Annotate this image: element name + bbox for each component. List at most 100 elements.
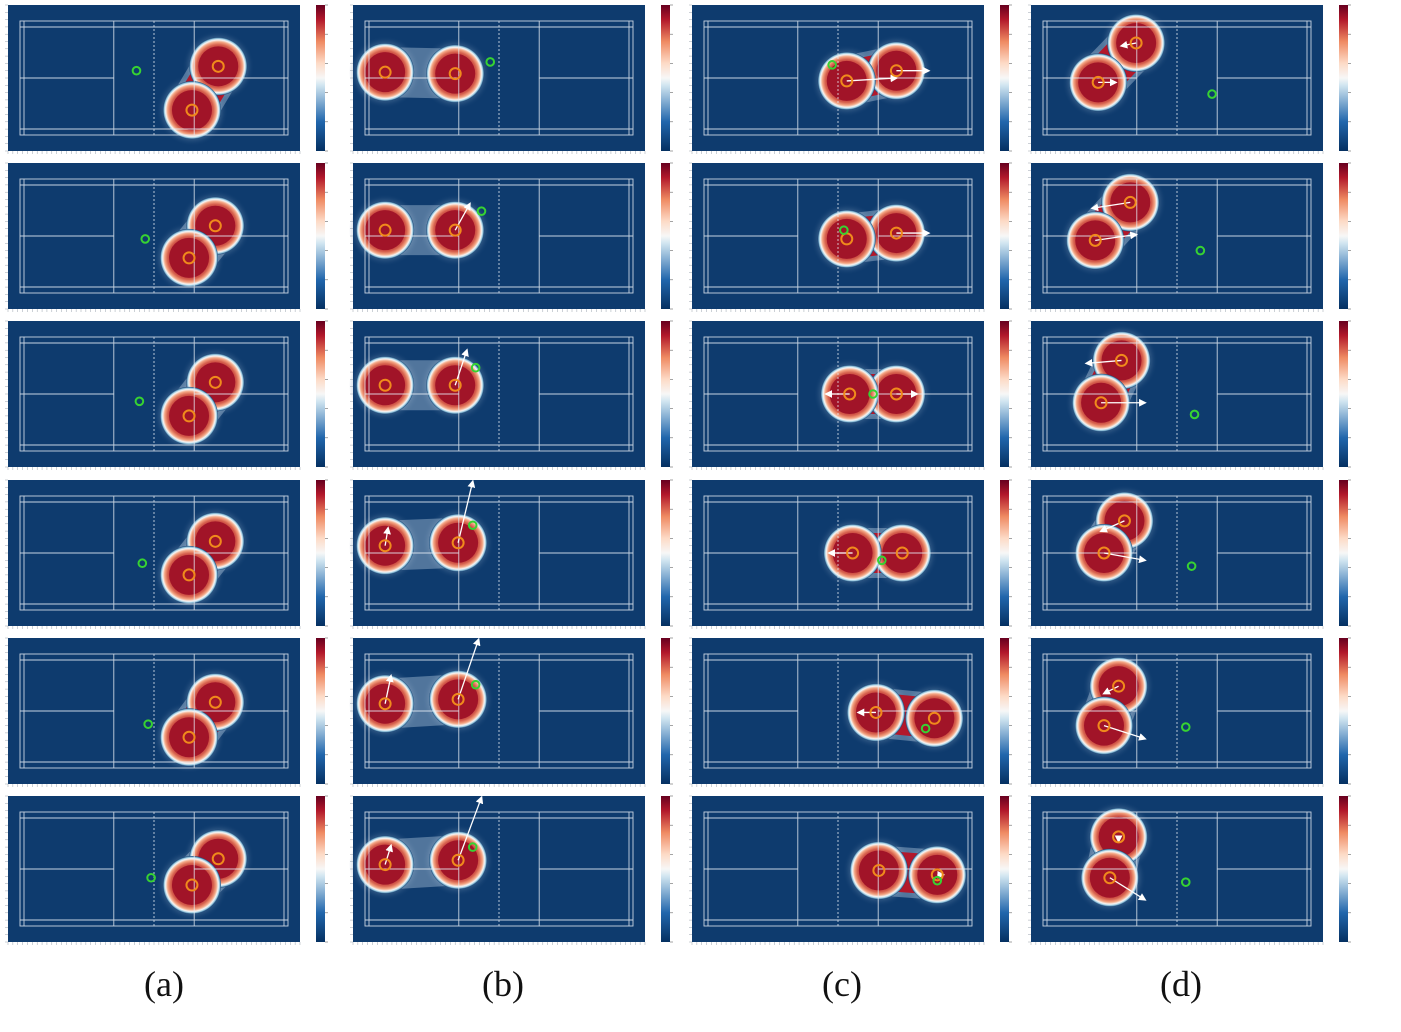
colorbar	[316, 162, 328, 310]
heatmap-panel	[349, 637, 673, 787]
player-marker	[1115, 353, 1129, 367]
axis-ticks	[1028, 162, 1324, 312]
heat-blobs	[1072, 331, 1151, 432]
court-lines	[703, 178, 973, 294]
court-lines	[364, 653, 634, 769]
heatmap-panel	[689, 4, 1012, 154]
column-label-a: (a)	[144, 964, 184, 1004]
player-marker	[451, 692, 465, 706]
heatmap-panel	[5, 479, 328, 629]
colorbar	[316, 479, 328, 627]
player-marker	[182, 730, 196, 744]
heatmap-panel	[349, 4, 673, 154]
player-marker	[895, 546, 909, 560]
court-lines	[1042, 495, 1312, 611]
axis-ticks	[689, 637, 985, 787]
shuttle-marker	[839, 225, 849, 235]
heatmap-panel	[689, 320, 1012, 470]
axis-ticks	[1028, 320, 1324, 470]
player-marker	[1117, 514, 1131, 528]
colorbar	[1000, 320, 1012, 468]
movement-arrow	[1095, 231, 1139, 242]
heat-blobs	[162, 37, 248, 140]
shuttle-marker	[140, 234, 151, 244]
shuttle-marker	[467, 842, 478, 852]
axis-ticks	[5, 637, 301, 787]
court-lines	[1042, 20, 1312, 136]
player-marker	[1097, 546, 1111, 560]
shuttle-marker	[877, 555, 887, 566]
player-marker	[182, 409, 196, 423]
player-marker	[840, 74, 854, 88]
axis-ticks	[689, 4, 985, 154]
heat-blobs	[846, 683, 964, 748]
player-marker	[1094, 396, 1108, 410]
heatmap-panel	[349, 479, 673, 629]
court-lines	[19, 178, 289, 294]
colorbar	[661, 795, 673, 943]
court-lines	[364, 495, 634, 611]
court-lines	[19, 811, 289, 927]
heatmap-panel	[689, 162, 1012, 312]
heatmap-panel	[1028, 795, 1351, 945]
shuttle-marker	[1189, 409, 1200, 420]
heatmap-panel	[349, 162, 673, 312]
player-marker	[872, 863, 886, 877]
shuttle-marker	[1180, 877, 1191, 887]
colorbar	[1000, 4, 1012, 152]
player-marker	[185, 103, 199, 117]
heatmap-panel	[1028, 320, 1351, 470]
column-label-c: (c)	[822, 964, 862, 1004]
heat-blobs	[160, 673, 245, 767]
colorbar	[316, 637, 328, 785]
player-marker	[448, 67, 462, 81]
axis-ticks	[5, 795, 301, 945]
player-marker	[378, 697, 392, 711]
player-marker	[451, 536, 465, 550]
court-lines	[1042, 336, 1312, 452]
player-marker	[208, 695, 222, 709]
colorbar	[1000, 162, 1012, 310]
colorbar	[1339, 479, 1351, 627]
shuttle-marker	[1195, 245, 1206, 256]
colorbar	[316, 320, 328, 468]
heat-blobs	[160, 512, 245, 604]
player-marker	[889, 387, 903, 401]
axis-ticks	[5, 479, 301, 629]
shuttle-marker	[137, 558, 148, 569]
player-marker	[869, 705, 883, 719]
court-lines	[19, 495, 289, 611]
shuttle-marker	[146, 872, 156, 883]
player-marker	[182, 251, 196, 265]
player-marker	[889, 226, 903, 240]
player-marker	[1103, 871, 1117, 885]
movement-arrow	[457, 795, 484, 861]
heatmap-panel	[1028, 479, 1351, 629]
player-marker	[1097, 719, 1111, 733]
shuttle-marker	[134, 396, 145, 407]
court-lines	[703, 653, 973, 769]
shuttle-marker	[868, 389, 878, 399]
movement-arrow	[1109, 877, 1147, 901]
axis-ticks	[1028, 795, 1324, 945]
shuttle-marker	[932, 875, 943, 886]
movement-arrow	[1099, 520, 1125, 533]
heatmap-panel	[5, 320, 328, 470]
axis-ticks	[350, 4, 646, 154]
movement-arrow	[846, 74, 899, 83]
movement-arrow	[1103, 552, 1147, 564]
heat-blobs	[160, 353, 245, 445]
column-label-d: (d)	[1160, 964, 1202, 1004]
court-lines	[364, 336, 634, 452]
colorbar	[661, 637, 673, 785]
court-lines	[364, 178, 634, 294]
player-marker	[1088, 233, 1102, 247]
axis-ticks	[1028, 479, 1324, 629]
shuttle-marker	[470, 362, 481, 373]
shuttle-marker	[476, 206, 487, 216]
player-marker	[378, 858, 392, 872]
heatmap-panel	[5, 162, 328, 312]
movement-arrow	[457, 637, 481, 700]
heatmap-panel	[349, 795, 673, 945]
player-marker	[211, 852, 225, 866]
